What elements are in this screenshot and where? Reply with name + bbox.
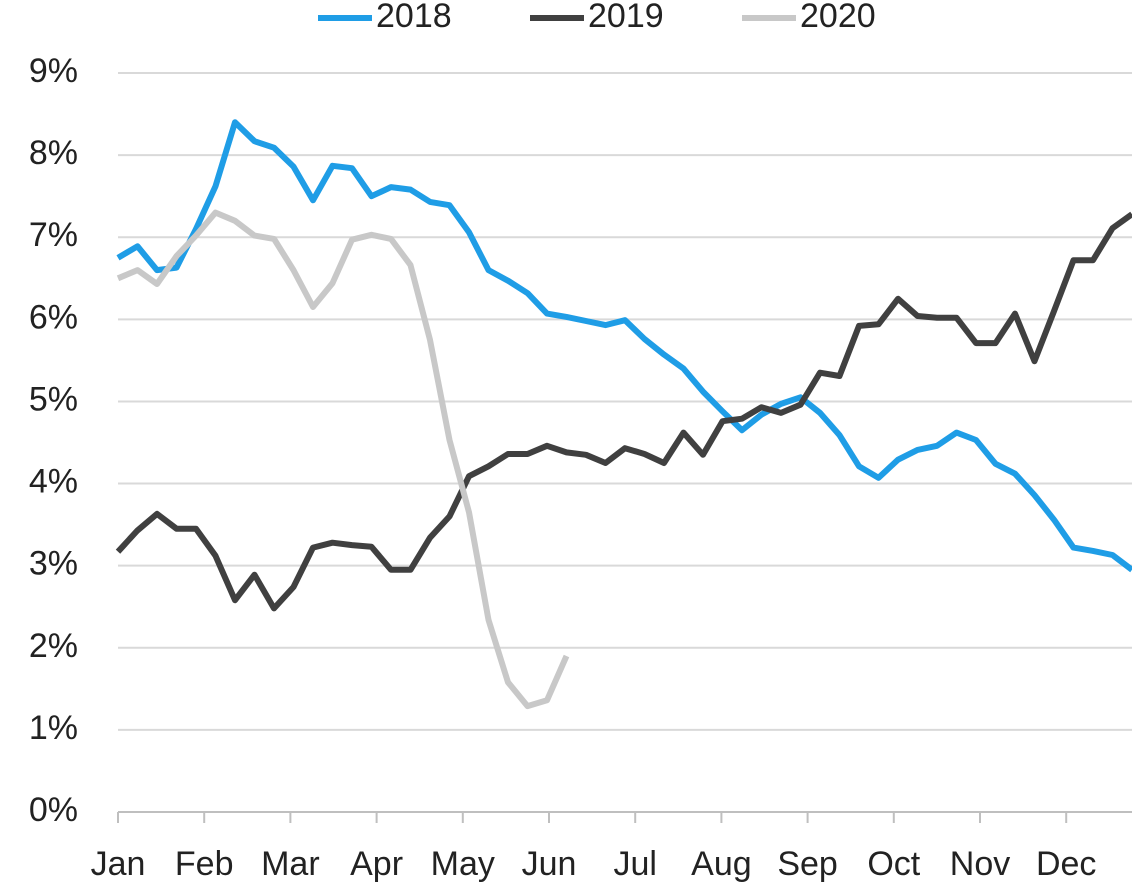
y-tick-label: 5%: [29, 380, 78, 418]
x-tick-label: Mar: [261, 845, 320, 883]
x-tick-label: Jun: [522, 845, 577, 883]
y-tick-label: 7%: [29, 216, 78, 254]
y-tick-label: 4%: [29, 463, 78, 501]
y-tick-label: 2%: [29, 627, 78, 665]
y-tick-label: 6%: [29, 298, 78, 336]
x-tick-label: Oct: [867, 845, 920, 883]
x-tick-label: Apr: [350, 845, 403, 883]
y-tick-label: 0%: [29, 791, 78, 829]
y-tick-label: 1%: [29, 709, 78, 747]
y-tick-label: 3%: [29, 545, 78, 583]
x-tick-label: Sep: [777, 845, 838, 883]
x-tick-label: Nov: [950, 845, 1010, 883]
x-tick-label: Jul: [613, 845, 656, 883]
series-line: [116, 209, 570, 710]
series-line: [115, 211, 1132, 612]
x-tick-label: May: [431, 845, 495, 883]
x-tick-label: Aug: [691, 845, 752, 883]
x-tick-label: Feb: [175, 845, 234, 883]
y-tick-label: 8%: [29, 134, 78, 172]
legend-label: 2020: [800, 0, 876, 35]
legend-label: 2018: [376, 0, 452, 35]
x-tick-label: Dec: [1036, 845, 1096, 883]
series-line: [116, 119, 1132, 573]
y-tick-label: 9%: [29, 52, 78, 90]
legend-label: 2019: [588, 0, 664, 35]
x-tick-label: Jan: [91, 845, 146, 883]
